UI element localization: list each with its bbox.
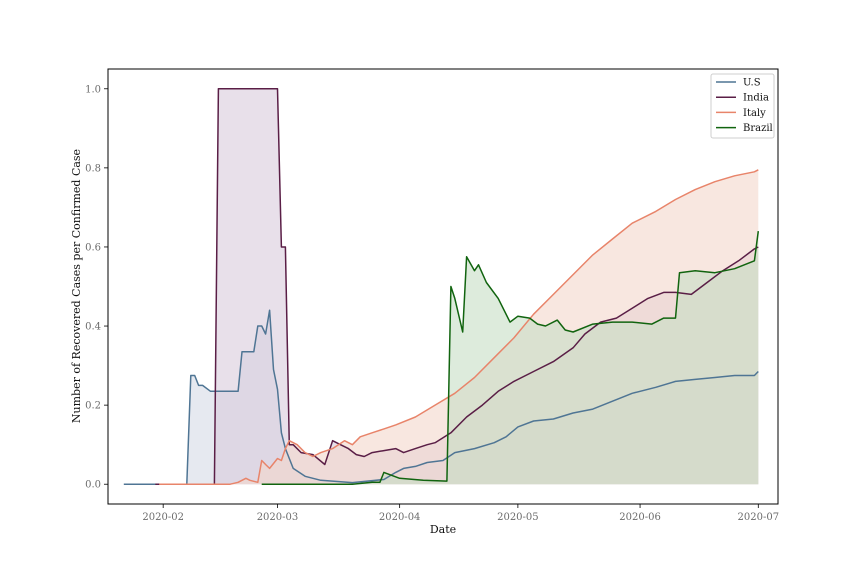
y-tick-label: 0.0 (85, 480, 101, 491)
area-brazil (261, 231, 759, 485)
x-tick-label: 2020-02 (142, 512, 184, 523)
line-u-s (123, 309, 759, 485)
series-lines (123, 88, 760, 485)
y-tick-label: 0.8 (85, 163, 101, 174)
line-brazil (261, 231, 760, 485)
legend-label-u-s: U.S (743, 78, 761, 89)
y-axis-ticks: 0.0 0.2 0.4 0.6 0.8 1.0 (85, 84, 108, 491)
line-india (155, 88, 759, 485)
x-tick-label: 2020-03 (257, 512, 299, 523)
y-axis-label: Number of Recovered Cases per Confirmed … (70, 149, 83, 423)
x-axis-ticks: 2020-02 2020-03 2020-04 2020-05 2020-06 2020-… (142, 504, 779, 523)
legend: U.S India Italy Brazil (710, 73, 775, 139)
plot-frame (107, 68, 779, 505)
legend-label-italy: Italy (743, 108, 766, 119)
x-tick-label: 2020-07 (738, 512, 780, 523)
y-tick-label: 1.0 (85, 84, 101, 95)
y-tick-label: 0.6 (85, 242, 101, 253)
line-italy (159, 169, 759, 485)
x-axis-label: Date (430, 523, 456, 536)
x-tick-label: 2020-06 (619, 512, 661, 523)
legend-label-brazil: Brazil (743, 123, 773, 134)
legend-box (710, 73, 775, 139)
series-areas (123, 88, 759, 485)
y-tick-label: 0.2 (85, 401, 101, 412)
x-tick-label: 2020-04 (379, 512, 421, 523)
legend-label-india: India (743, 93, 769, 104)
y-tick-label: 0.4 (85, 322, 101, 333)
x-tick-label: 2020-05 (497, 512, 539, 523)
